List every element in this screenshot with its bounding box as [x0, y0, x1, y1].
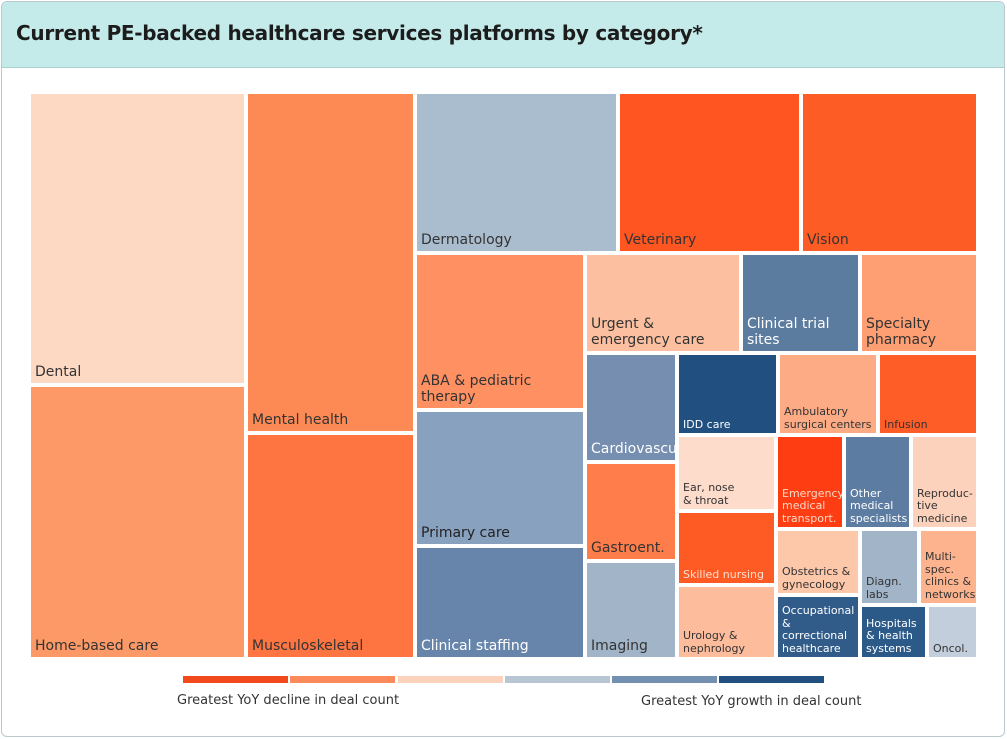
tile-multi-spec-clinics-networks: Multi- spec. clinics & networks: [919, 529, 978, 605]
legend-low-label: Greatest YoY decline in deal count: [177, 693, 400, 708]
tile-label: Diagn. labs: [866, 575, 902, 601]
tile-emergency-medical-transport: Emergency medical transport.: [776, 435, 844, 529]
legend-high-label: Greatest YoY growth in deal count: [641, 694, 862, 709]
tile-imaging: Imaging: [585, 561, 677, 659]
tile-label: Musculoskeletal: [252, 638, 364, 655]
legend-swatch: [290, 676, 395, 683]
tile-gastroent: Gastroent.: [585, 462, 677, 561]
tile-label: Hospitals & health systems: [866, 616, 917, 655]
tile-reproduc-tive-medicine: Reproduc- tive medicine: [911, 435, 978, 529]
tile-label: Clinical trial sites: [747, 316, 830, 349]
tile-label: Other medical specialists: [850, 486, 908, 525]
tile-label: Dental: [35, 364, 82, 381]
tile-label: Reproduc- tive medicine: [917, 486, 973, 525]
legend-swatch: [398, 676, 503, 683]
tile-label: Dermatology: [421, 232, 512, 249]
tile-label: Cardiovascular: [591, 441, 677, 458]
tile-hospitals-health-systems: Hospitals & health systems: [860, 605, 927, 659]
tile-oncol: Oncol.: [927, 605, 978, 659]
tile-label: Multi- spec. clinics & networks: [925, 550, 976, 601]
tile-label: Occupational & correctional healthcare: [782, 604, 855, 655]
tile-label: Specialty pharmacy: [866, 316, 937, 349]
tile-diagn-labs: Diagn. labs: [860, 529, 919, 605]
tile-infusion: Infusion: [878, 353, 978, 435]
tile-label: Oncol.: [933, 641, 968, 655]
tile-aba-pediatric-therapy: ABA & pediatric therapy: [415, 253, 585, 410]
tile-label: Urology & nephrology: [683, 629, 745, 655]
tile-cardiovascular: Cardiovascular: [585, 353, 677, 462]
tile-urgent-emergency-care: Urgent & emergency care: [585, 253, 741, 353]
tile-label: Mental health: [252, 412, 349, 429]
tile-label: Primary care: [421, 525, 510, 542]
tile-clinical-trial-sites: Clinical trial sites: [741, 253, 860, 353]
tile-clinical-staffing: Clinical staffing: [415, 546, 585, 659]
chart-title: Current PE-backed healthcare services pl…: [16, 21, 703, 45]
tile-label: Gastroent.: [591, 540, 665, 557]
tile-dermatology: Dermatology: [415, 92, 618, 253]
tile-label: Infusion: [884, 417, 928, 431]
tile-ear-nose-throat: Ear, nose & throat: [677, 435, 776, 511]
tile-musculoskeletal: Musculoskeletal: [246, 433, 415, 659]
tile-other-medical-specialists: Other medical specialists: [844, 435, 911, 529]
tile-label: Clinical staffing: [421, 638, 529, 655]
tile-label: Veterinary: [624, 232, 697, 249]
tile-specialty-pharmacy: Specialty pharmacy: [860, 253, 978, 353]
tile-label: Obstetrics & gynecology: [782, 565, 851, 591]
tile-label: Home-based care: [35, 638, 159, 655]
tile-skilled-nursing: Skilled nursing: [677, 511, 776, 585]
tile-label: IDD care: [683, 417, 731, 431]
tile-primary-care: Primary care: [415, 410, 585, 546]
legend-swatch: [612, 676, 717, 683]
tile-obstetrics-gynecology: Obstetrics & gynecology: [776, 529, 860, 595]
tile-occupational-correctional-healthcare: Occupational & correctional healthcare: [776, 595, 860, 659]
legend-swatch: [183, 676, 288, 683]
tile-ambulatory-surgical-centers: Ambulatory surgical centers: [778, 353, 878, 435]
tile-label: Urgent & emergency care: [591, 316, 705, 349]
tile-label: Vision: [807, 232, 849, 249]
legend-swatch: [719, 676, 824, 683]
tile-dental: Dental: [29, 92, 246, 385]
tile-vision: Vision: [801, 92, 978, 253]
tile-label: Ambulatory surgical centers: [784, 405, 872, 431]
tile-home-based-care: Home-based care: [29, 385, 246, 659]
tile-label: Skilled nursing: [683, 567, 764, 581]
tile-label: ABA & pediatric therapy: [421, 373, 532, 406]
tile-label: Emergency medical transport.: [782, 486, 844, 525]
tile-mental-health: Mental health: [246, 92, 415, 433]
legend-swatch: [505, 676, 610, 683]
tile-label: Imaging: [591, 638, 648, 655]
tile-idd-care: IDD care: [677, 353, 778, 435]
header-band: Current PE-backed healthcare services pl…: [2, 2, 1004, 68]
tile-label: Ear, nose & throat: [683, 481, 735, 507]
tile-urology-nephrology: Urology & nephrology: [677, 585, 776, 659]
tile-veterinary: Veterinary: [618, 92, 801, 253]
